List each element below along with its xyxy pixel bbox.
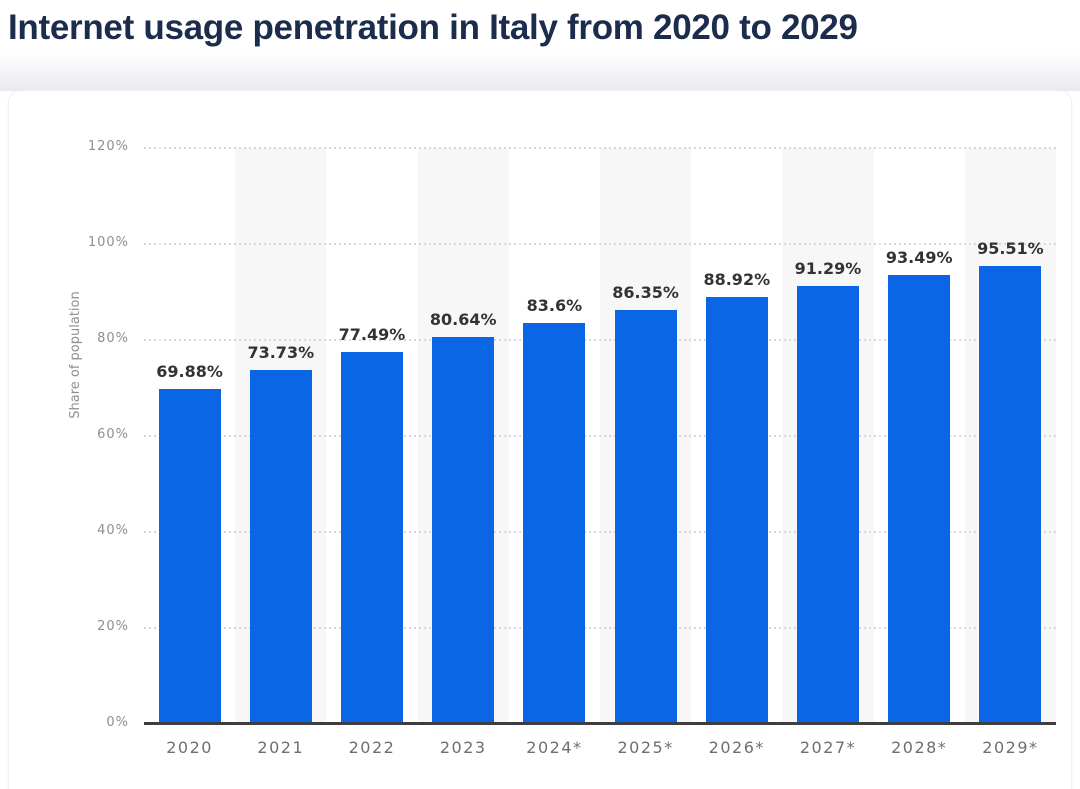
bar-value-label: 69.88% (156, 361, 223, 381)
chart-column: 77.49% 2022 (326, 148, 417, 757)
x-tick-label: 2025* (617, 738, 674, 757)
x-tick-label: 2024* (526, 738, 583, 757)
bar-2023[interactable] (432, 336, 495, 724)
gridline (144, 627, 1056, 629)
bar-value-label: 88.92% (703, 270, 771, 290)
bar-value-label: 91.29% (794, 258, 862, 278)
x-tick-label: 2021 (257, 738, 305, 757)
x-tick-label: 2028* (891, 738, 948, 757)
y-tick-label: 100% (87, 235, 129, 250)
bar-2026[interactable] (705, 297, 768, 724)
y-tick-label: 40% (97, 523, 129, 538)
bar-2028[interactable] (888, 275, 951, 724)
chart-column: 93.49% 2028* (874, 148, 965, 757)
gridline (144, 435, 1056, 437)
bar-value-label: 73.73% (247, 343, 315, 363)
y-tick-label: 20% (97, 619, 129, 634)
y-tick-label: 80% (97, 331, 129, 346)
chart-plot-area: 0% 20% 40% 60% 80% 100% 120% 69.88% 2020 73.73% 20… (88, 139, 1056, 757)
page-header-band (0, 0, 1080, 91)
y-axis-title: Share of population (68, 291, 83, 419)
bar-2025[interactable] (614, 309, 677, 724)
x-tick-label: 2027* (799, 738, 857, 757)
x-tick-label: 2022 (348, 738, 396, 757)
chart-column: 83.6% 2024* (509, 148, 600, 757)
bar-value-label: 77.49% (338, 325, 406, 345)
x-tick-label: 2026* (708, 738, 765, 757)
bar-value-label: 80.64% (429, 309, 497, 329)
bar-2020[interactable] (158, 388, 221, 724)
bar-2029[interactable] (979, 265, 1042, 724)
gridline (144, 339, 1056, 341)
bar-value-label: 93.49% (885, 248, 953, 268)
chart-card: Share of population 0% 20% 40% 60% 80% 100% 12… (8, 90, 1072, 789)
y-tick-label: 120% (87, 139, 129, 154)
bar-2024[interactable] (523, 322, 586, 724)
x-tick-label: 2029* (982, 738, 1039, 757)
y-tick-label: 0% (106, 715, 129, 730)
bar-value-label: 86.35% (612, 282, 679, 302)
x-tick-label: 2023 (439, 738, 487, 757)
gridline (144, 147, 1056, 149)
x-axis-line (144, 722, 1056, 725)
gridline (144, 531, 1056, 533)
bar-value-label: 83.6% (526, 295, 583, 315)
chart-column: 88.92% 2026* (691, 148, 782, 757)
chart-column: 69.88% 2020 (144, 148, 235, 757)
page-title: Internet usage penetration in Italy from… (8, 8, 858, 47)
bar-2021[interactable] (249, 370, 312, 724)
chart-column: 95.51% 2029* (964, 148, 1056, 757)
y-tick-label: 60% (97, 427, 129, 442)
bar-value-label: 95.51% (977, 238, 1044, 258)
x-tick-label: 2020 (166, 738, 213, 757)
bar-2022[interactable] (340, 352, 403, 724)
gridline (144, 243, 1056, 245)
bar-2027[interactable] (796, 285, 859, 724)
